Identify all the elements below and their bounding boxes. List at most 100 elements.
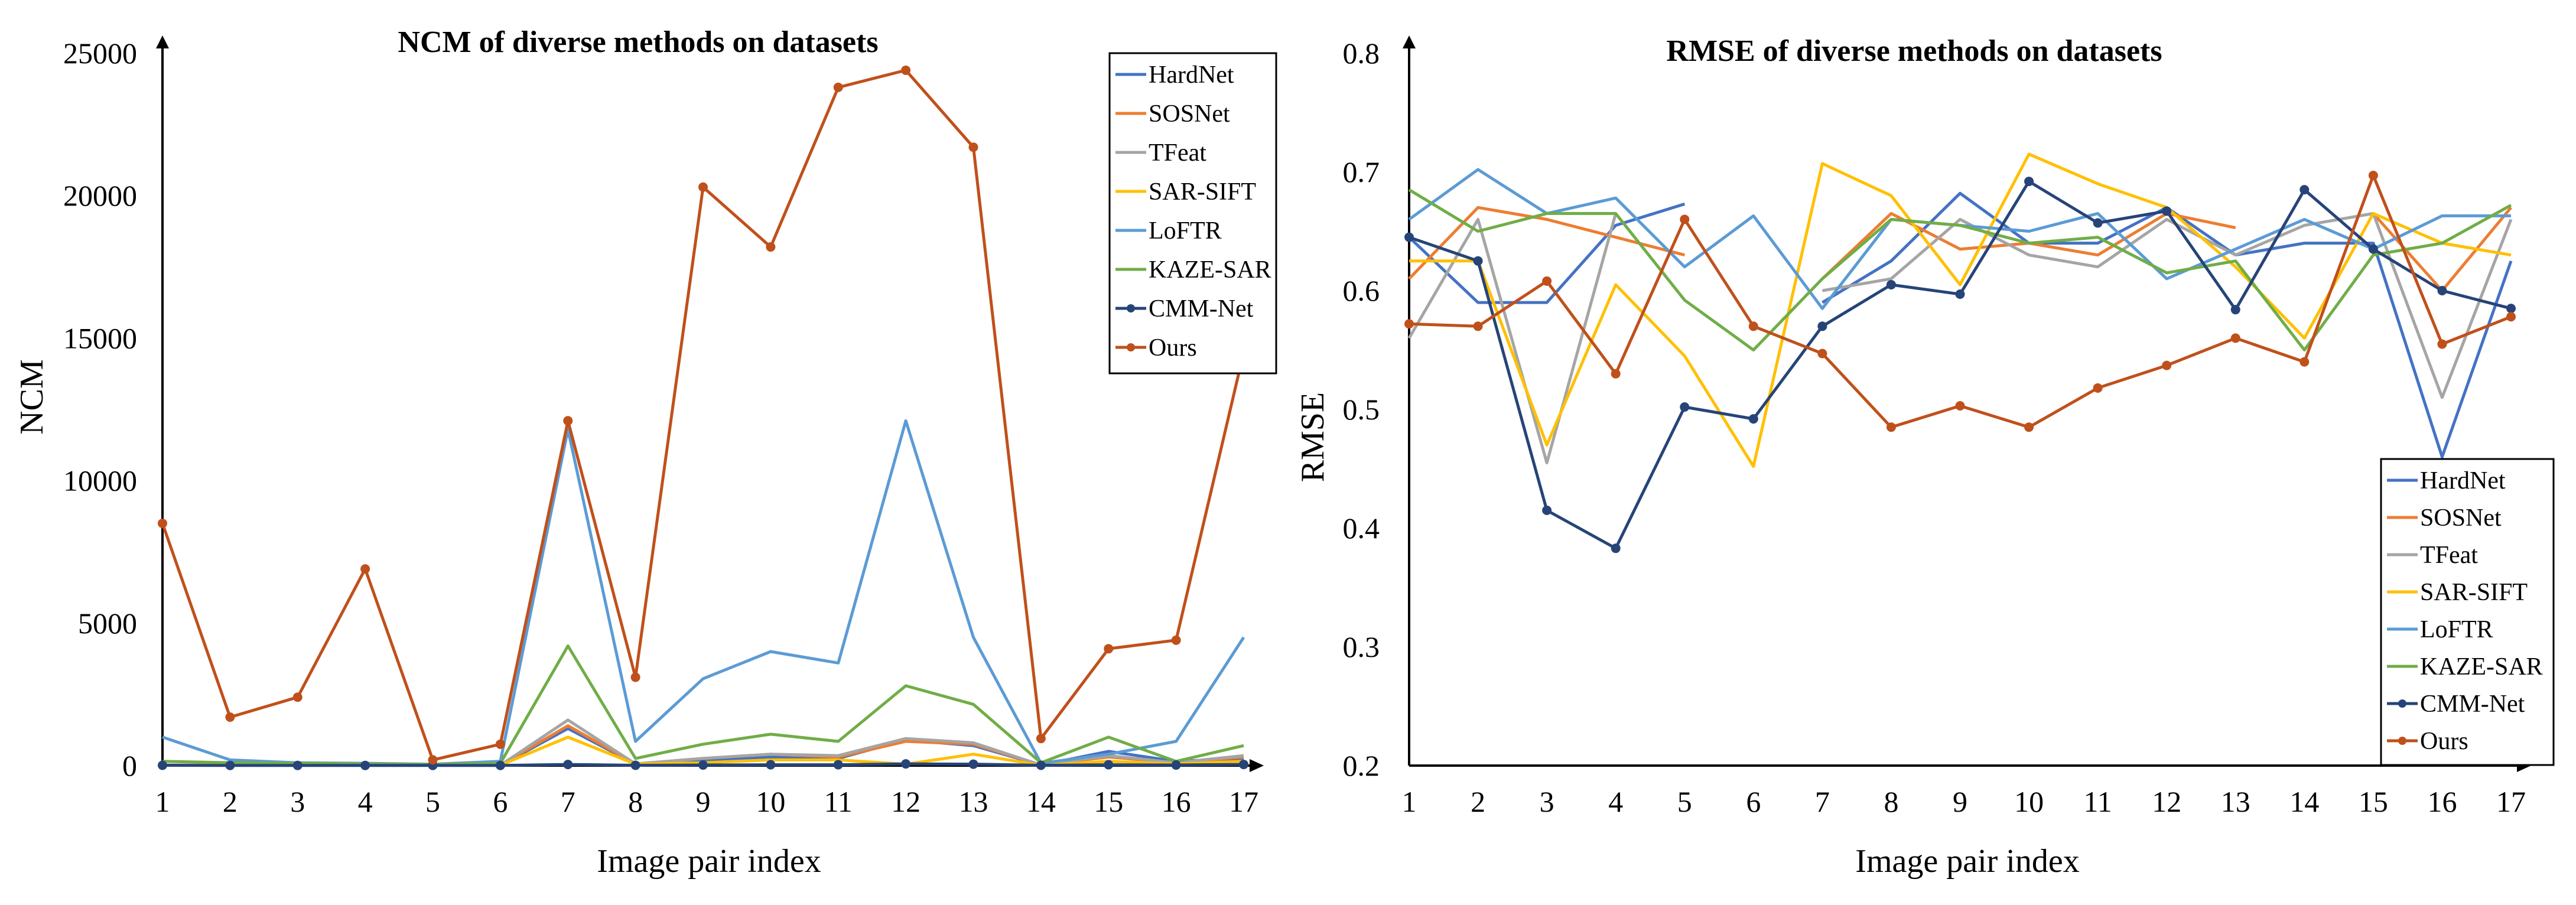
ncm-point-cmm-net [1104,760,1114,770]
rmse-x-tick-label: 11 [2084,785,2112,818]
ncm-point-ours [766,242,776,252]
ncm-x-tick-label: 7 [561,785,575,818]
rmse-point-ours [2093,383,2103,393]
rmse-x-tick-label: 12 [2152,785,2181,818]
ncm-point-ours [833,82,843,92]
rmse-point-ours [2024,422,2034,432]
ncm-legend-label: HardNet [1149,61,1234,89]
ncm-x-tick-label: 17 [1229,785,1258,818]
ncm-point-ours [292,692,303,702]
rmse-point-cmm-net [2368,244,2378,254]
ncm-point-ours [225,712,235,722]
ncm-x-tick-label: 11 [824,785,853,818]
ncm-x-tick-label: 6 [493,785,508,818]
rmse-point-ours [2506,312,2516,322]
ncm-legend: HardNet SOSNet TFeat SAR-SIFT LoFTR KAZE-SAR C… [1108,52,1277,375]
rmse-x-tick-label: 2 [1471,785,1485,818]
ncm-series-line-loftr [162,419,1245,766]
ncm-chart: NCM of diverse methods on datasets NCM I… [14,25,1277,880]
rmse-legend-label: Ours [2420,728,2468,755]
ncm-x-tick-label: 13 [959,785,988,818]
ncm-legend-label: SOSNet [1149,100,1230,128]
ncm-y-tick-label: 25000 [63,37,137,70]
ncm-y-tick-label: 20000 [63,179,137,212]
rmse-point-cmm-net [2437,286,2447,295]
rmse-point-cmm-net [1955,289,1965,300]
ncm-x-tick-label: 1 [155,785,170,818]
rmse-x-tick-label: 9 [1953,785,1967,818]
ncm-y-tick-label: 5000 [78,607,137,640]
rmse-point-ours [2368,171,2378,181]
ncm-point-ours [968,142,978,152]
rmse-y-tick-label: 0.2 [1343,749,1380,782]
ncm-x-tick-label: 15 [1094,785,1123,818]
rmse-point-cmm-net [1817,321,1827,331]
rmse-x-tick-label: 16 [2427,785,2457,818]
rmse-x-axis-label: Image pair index [1855,843,2079,880]
rmse-point-cmm-net [1404,232,1414,242]
rmse-legend-label: SOSNet [2420,504,2502,532]
rmse-legend-marker-ours [2398,737,2406,745]
ncm-point-ours [901,65,911,75]
rmse-series-line-kaze-sar [1408,188,2512,351]
rmse-point-ours [2230,333,2240,343]
ncm-y-tick-label: 0 [122,749,137,782]
rmse-x-tick-label: 15 [2359,785,2388,818]
ncm-point-cmm-net [495,760,505,770]
ncm-point-cmm-net [1036,760,1046,770]
rmse-series-line-tfeat [1407,213,1618,464]
ncm-point-ours [495,739,505,749]
ncm-x-tick-label: 14 [1026,785,1056,818]
rmse-point-ours [1886,422,1896,432]
rmse-legend-label: HardNet [2420,467,2506,494]
rmse-point-cmm-net [2230,305,2240,315]
rmse-x-tick-label: 6 [1746,785,1761,818]
ncm-point-cmm-net [698,760,708,770]
rmse-x-tick-label: 14 [2289,785,2319,818]
ncm-point-cmm-net [360,760,370,770]
rmse-x-tick-label: 17 [2496,785,2526,818]
rmse-point-ours [1611,369,1621,379]
ncm-legend-label: SAR-SIFT [1149,178,1256,206]
ncm-legend-label: TFeat [1149,139,1206,167]
rmse-point-ours [1817,349,1827,359]
rmse-y-tick-label: 0.7 [1343,155,1380,188]
rmse-point-ours [2437,339,2447,349]
ncm-x-tick-label: 4 [358,785,373,818]
ncm-point-ours [158,518,167,528]
rmse-legend-label: LoFTR [2420,616,2493,643]
ncm-x-tick-label: 2 [223,785,238,818]
rmse-axes [1403,35,2531,772]
ncm-legend-box [1108,52,1277,375]
ncm-point-cmm-net [833,760,843,770]
rmse-x-tick-label: 7 [1815,785,1830,818]
ncm-legend-marker-ours [1127,343,1135,351]
ncm-point-ours [630,672,640,682]
rmse-point-ours [1680,214,1690,224]
rmse-legend-label: CMM-Net [2420,691,2525,718]
rmse-point-cmm-net [1611,543,1621,554]
ncm-x-tick-label: 8 [628,785,643,818]
ncm-point-ours [360,564,370,574]
rmse-point-ours [2299,357,2310,367]
ncm-x-tick-label: 5 [425,785,440,818]
ncm-y-tick-label: 15000 [63,321,137,354]
rmse-legend-marker-cmm-net [2398,699,2406,708]
rmse-point-cmm-net [2506,304,2516,314]
rmse-point-cmm-net [1748,414,1758,424]
ncm-y-axis-label: NCM [14,359,50,435]
ncm-x-tick-label: 3 [290,785,305,818]
ncm-legend-label: Ours [1149,334,1197,362]
ncm-x-axis-arrow [1250,759,1264,772]
rmse-point-ours [1542,276,1552,286]
rmse-point-cmm-net [2093,218,2103,228]
ncm-y-tick-label: 10000 [63,464,137,497]
rmse-y-axis-arrow [1403,35,1416,48]
rmse-legend-box [2380,458,2555,766]
ncm-series-line-kaze-sar [162,644,1244,766]
rmse-legend-label: SAR-SIFT [2420,579,2528,606]
ncm-point-cmm-net [225,760,235,770]
rmse-ticks: 0.20.30.40.50.60.70.81 2 3 4 5 6 7 8 9 10 11 12 13 14… [1343,37,2526,818]
